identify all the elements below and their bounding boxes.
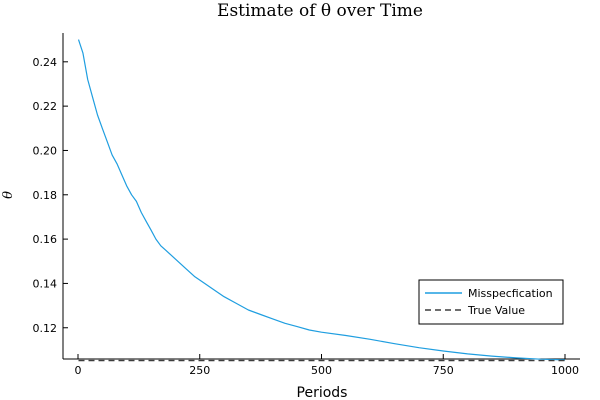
- y-ticks: 0.12 0.14 0.16 0.18 0.20 0.22 0.24: [33, 56, 68, 335]
- chart-title: Estimate of θ over Time: [217, 1, 423, 21]
- legend-box: [418, 279, 564, 325]
- x-tick-label: 250: [189, 364, 210, 377]
- y-tick-label: 0.22: [33, 100, 58, 113]
- series-layer: [77, 39, 566, 362]
- y-tick-label: 0.16: [33, 233, 58, 246]
- x-tick-label: 1000: [551, 364, 579, 377]
- x-tick-label: 0: [75, 364, 82, 377]
- y-tick-label: 0.18: [33, 189, 58, 202]
- y-tick-label: 0.14: [33, 277, 58, 290]
- legend-label-true-value: True Value: [467, 304, 525, 317]
- legend: Misspecfication True Value: [418, 279, 564, 325]
- series-line-misspecification: [77, 39, 566, 361]
- legend-label-misspecification: Misspecfication: [468, 287, 553, 300]
- y-axis-label: θ: [1, 191, 16, 199]
- x-axis-label: Periods: [297, 385, 348, 400]
- y-tick-label: 0.20: [33, 144, 58, 157]
- x-tick-label: 750: [433, 364, 454, 377]
- y-tick-label: 0.12: [33, 322, 58, 335]
- x-tick-label: 500: [311, 364, 332, 377]
- y-tick-label: 0.24: [33, 56, 58, 69]
- x-ticks: 0 250 500 750 1000: [75, 354, 579, 377]
